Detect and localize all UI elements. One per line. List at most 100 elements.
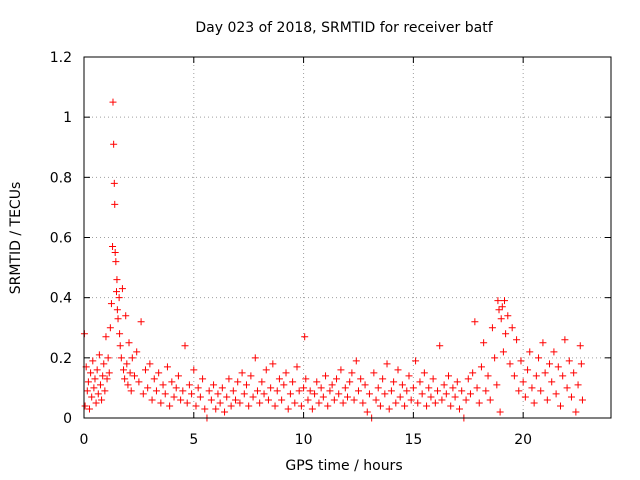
data-point: [112, 258, 120, 266]
data-point: [236, 399, 244, 407]
data-point: [427, 393, 435, 401]
data-point: [392, 399, 400, 407]
data-point: [372, 396, 380, 404]
data-point: [418, 390, 426, 398]
data-point: [462, 396, 470, 404]
data-point: [275, 375, 283, 383]
data-point: [146, 360, 154, 368]
data-point: [420, 369, 428, 377]
data-point: [113, 276, 121, 284]
data-point: [484, 372, 492, 380]
data-point: [135, 378, 143, 386]
data-point: [550, 348, 558, 356]
data-point: [535, 354, 543, 362]
data-point: [304, 396, 312, 404]
data-point: [185, 381, 193, 389]
data-point: [107, 300, 115, 308]
data-point: [339, 399, 347, 407]
data-point: [517, 357, 525, 365]
data-point: [496, 408, 504, 416]
axis-ticks: 0 5 10 15 20 0 0.2 0.4 0.6 0.8 1 1.2: [50, 50, 611, 448]
data-point: [293, 363, 301, 371]
data-point: [308, 405, 316, 413]
data-point: [407, 396, 415, 404]
data-point: [498, 303, 506, 311]
data-point: [313, 378, 321, 386]
data-point: [442, 390, 450, 398]
data-point: [232, 396, 240, 404]
data-point: [192, 402, 200, 410]
y-tick-label: 0.6: [50, 231, 72, 247]
data-point: [194, 384, 202, 392]
data-point: [278, 396, 286, 404]
data-point: [570, 369, 578, 377]
data-point: [117, 354, 125, 362]
data-point: [139, 390, 147, 398]
data-point: [440, 381, 448, 389]
data-point: [109, 98, 117, 106]
data-point: [357, 375, 365, 383]
data-point: [577, 360, 585, 368]
data-point: [131, 372, 139, 380]
data-point: [361, 381, 369, 389]
data-point: [414, 399, 422, 407]
data-point: [260, 390, 268, 398]
data-point: [317, 384, 325, 392]
data-point: [125, 339, 133, 347]
data-point: [324, 402, 332, 410]
x-tick-label: 20: [514, 432, 532, 448]
data-point: [114, 315, 122, 323]
data-point: [218, 384, 226, 392]
data-point: [216, 399, 224, 407]
data-point: [385, 405, 393, 413]
y-tick-label: 0.2: [50, 351, 72, 367]
data-point: [348, 369, 356, 377]
data-point: [112, 288, 120, 296]
data-point: [491, 354, 499, 362]
y-axis-label: SRMTID / TECUs: [8, 182, 24, 295]
x-axis-label: GPS time / hours: [285, 458, 402, 474]
data-point: [98, 396, 106, 404]
data-point: [166, 402, 174, 410]
data-point: [572, 408, 580, 416]
data-point: [300, 384, 308, 392]
data-point: [85, 405, 93, 413]
data-point: [508, 324, 516, 332]
data-point: [344, 393, 351, 401]
data-point: [262, 366, 270, 374]
chart-title: Day 023 of 2018, SRMTID for receiver bat…: [195, 20, 493, 36]
data-point: [561, 336, 569, 344]
data-point: [163, 363, 171, 371]
data-point: [396, 393, 404, 401]
data-point: [488, 324, 496, 332]
data-point: [128, 354, 136, 362]
data-point: [127, 387, 135, 395]
data-point: [242, 381, 250, 389]
data-point: [172, 384, 180, 392]
data-point: [150, 375, 158, 383]
data-point: [548, 378, 556, 386]
data-point: [401, 402, 409, 410]
data-point: [477, 363, 485, 371]
y-tick-label: 0: [63, 411, 72, 427]
data-point: [494, 297, 502, 305]
data-point: [256, 399, 264, 407]
data-points: [80, 98, 586, 422]
data-point: [486, 396, 494, 404]
data-point: [196, 393, 204, 401]
data-point: [258, 378, 266, 386]
data-point: [528, 384, 536, 392]
data-point: [458, 387, 466, 395]
data-point: [409, 384, 417, 392]
data-point: [106, 324, 114, 332]
data-point: [210, 381, 218, 389]
data-point: [554, 363, 562, 371]
data-point: [118, 285, 126, 293]
data-point: [116, 330, 124, 338]
data-point: [563, 384, 571, 392]
data-point: [181, 342, 189, 350]
data-point: [109, 243, 117, 251]
data-point: [475, 399, 483, 407]
data-point: [532, 372, 540, 380]
data-point: [445, 372, 453, 380]
